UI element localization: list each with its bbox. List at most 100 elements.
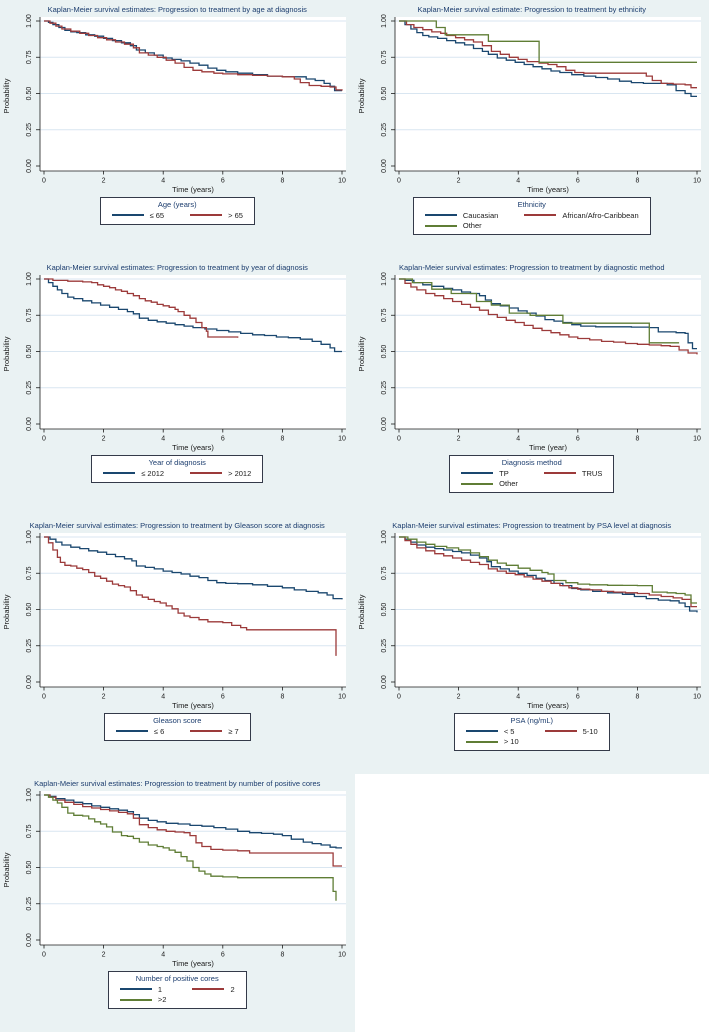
x-tick-label: 8	[635, 694, 639, 701]
x-tick-label: 2	[102, 436, 106, 443]
legend-item: ≤ 6	[115, 727, 164, 736]
legend-box: Ethnicity Caucasian African/Afro-Caribbea…	[412, 197, 651, 236]
legend-items: ≤ 6 ≥ 7	[115, 726, 239, 736]
km-curve	[44, 536, 337, 657]
y-tick-label: 1.00	[381, 14, 388, 28]
x-tick-label: 4	[161, 694, 165, 701]
legend-item: Other	[461, 479, 518, 488]
x-tick-label: 10	[338, 694, 346, 701]
y-tick-label: 0.75	[26, 825, 33, 839]
chart-title: Kaplan-Meier survival estimates: Progres…	[392, 521, 672, 530]
y-tick-label: 0.00	[26, 417, 33, 431]
legend-item-label: ≥ 7	[228, 726, 239, 736]
x-tick-label: 4	[516, 436, 520, 443]
legend-item: > 65	[190, 211, 243, 220]
legend-box: Diagnosis method TP TRUS Other	[449, 455, 615, 494]
empty-cell	[354, 774, 709, 1032]
chart-title: Kaplan-Meier survival estimates: Progres…	[47, 5, 307, 14]
legend-line-swatch	[461, 472, 494, 475]
y-axis-label: Probability	[2, 336, 11, 371]
x-tick-label: 6	[221, 436, 225, 443]
legend-item-label: > 65	[228, 210, 243, 220]
legend-item-label: > 10	[503, 737, 519, 746]
km-panel-year-of-diagnosis: Kaplan-Meier survival estimates: Progres…	[0, 258, 355, 516]
legend-item-label: 1	[157, 984, 163, 994]
legend-line-swatch	[524, 214, 557, 217]
y-tick-label: 0.25	[381, 381, 388, 395]
legend-title: PSA (ng/mL)	[510, 716, 553, 726]
km-curve	[398, 536, 698, 613]
x-tick-label: 0	[42, 178, 46, 185]
legend-title: Ethnicity	[517, 200, 546, 210]
y-tick-label: 1.00	[26, 272, 33, 286]
km-curve	[398, 278, 698, 355]
legend-item: ≤ 65	[111, 211, 164, 220]
legend-item: >2	[119, 995, 166, 1004]
km-curve	[398, 20, 697, 64]
x-tick-label: 8	[635, 178, 639, 185]
x-tick-label: 8	[281, 694, 285, 701]
y-tick-label: 0.00	[26, 933, 33, 947]
x-tick-label: 6	[576, 694, 580, 701]
plot-area: 0.00 0.25 0.50 0.75 1.00 0 2 4 6 8 10 Time (years) P…	[357, 14, 701, 194]
x-tick-label: 0	[42, 694, 46, 701]
legend-item: ≥ 7	[190, 726, 239, 736]
legend-box: Year of diagnosis ≤ 2012 > 2012	[91, 455, 264, 483]
legend-line-swatch	[544, 730, 577, 733]
plot-area: 0.00 0.25 0.50 0.75 1.00 0 2 4 6 8 10 Time (years) P…	[2, 272, 347, 452]
legend-line-swatch	[190, 214, 223, 217]
km-curve	[44, 794, 343, 867]
x-tick-label: 2	[102, 178, 106, 185]
legend-item-label: Other	[499, 479, 518, 488]
x-tick-label: 10	[693, 694, 701, 701]
x-axis-label: Time (years)	[172, 701, 214, 710]
legend-item: Caucasian	[424, 211, 498, 220]
x-tick-label: 6	[221, 694, 225, 701]
legend-line-swatch	[465, 730, 498, 733]
legend-item-label: 2	[230, 984, 235, 994]
x-tick-label: 4	[161, 178, 165, 185]
x-tick-label: 10	[693, 436, 701, 443]
y-tick-label: 0.25	[381, 123, 388, 137]
x-tick-label: 10	[338, 952, 346, 959]
y-tick-label: 0.00	[26, 675, 33, 689]
legend-line-swatch	[103, 472, 136, 475]
legend-line-swatch	[465, 740, 498, 743]
legend-line-swatch	[543, 472, 576, 475]
legend-line-swatch	[119, 998, 152, 1001]
y-tick-label: 0.00	[26, 159, 33, 173]
y-tick-label: 0.50	[381, 87, 388, 101]
chart-title: Kaplan-Meier survival estimates: Progres…	[46, 263, 308, 272]
legend-item-label: Other	[462, 221, 482, 230]
x-tick-label: 2	[456, 178, 460, 185]
x-tick-label: 4	[161, 952, 165, 959]
x-axis-label: Time (years)	[527, 701, 569, 710]
legend-line-swatch	[192, 988, 225, 991]
legend-item: > 10	[465, 737, 519, 746]
legend-title: Age (years)	[157, 200, 197, 210]
legend-item-label: ≤ 2012	[141, 468, 165, 478]
legend-item-label: < 5	[503, 726, 515, 736]
x-axis-label: Time (year)	[529, 443, 568, 452]
x-axis-label: Time (years)	[172, 959, 214, 968]
y-tick-label: 0.00	[381, 159, 388, 173]
km-panel-age-at-diagnosis: Kaplan-Meier survival estimates: Progres…	[0, 0, 355, 258]
km-curve	[398, 278, 679, 344]
y-axis-label: Probability	[357, 336, 366, 371]
legend-line-swatch	[111, 214, 144, 217]
x-tick-label: 10	[338, 436, 346, 443]
plot-area: 0.00 0.25 0.50 0.75 1.00 0 2 4 6 8 10 Time (years) P…	[2, 14, 347, 194]
legend-items: ≤ 65 > 65	[111, 211, 243, 220]
legend-items: TP TRUS Other	[461, 469, 602, 489]
plot-area: 0.00 0.25 0.50 0.75 1.00 0 2 4 6 8 10 Time (year) Pr…	[357, 272, 701, 452]
y-tick-label: 0.25	[26, 639, 33, 653]
y-tick-label: 0.50	[381, 603, 388, 617]
x-tick-label: 2	[102, 952, 106, 959]
legend-line-swatch	[424, 214, 457, 217]
chart-title: Kaplan-Meier survival estimate: Progress…	[417, 5, 646, 14]
chart-title: Kaplan-Meier survival estimates: Progres…	[29, 521, 325, 530]
km-curve	[398, 20, 697, 89]
y-tick-label: 0.25	[26, 381, 33, 395]
plot-area: 0.00 0.25 0.50 0.75 1.00 0 2 4 6 8 10 Time (years) P…	[357, 530, 701, 710]
